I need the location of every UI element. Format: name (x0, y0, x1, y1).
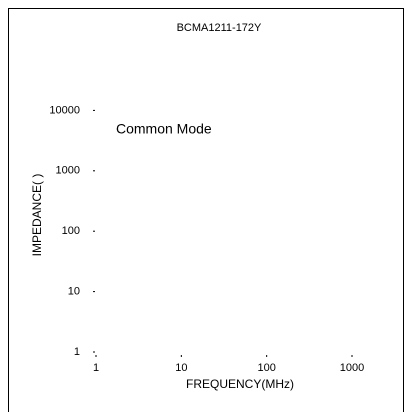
x-tick-label: 1000 (340, 362, 364, 374)
y-tick-label: 1000 (56, 165, 80, 177)
y-tick-label: 10000 (49, 104, 80, 116)
y-tick-label: 1 (74, 346, 80, 358)
x-axis-label: FREQUENCY(MHz) (186, 377, 294, 391)
x-tick-label: 10 (175, 362, 187, 374)
y-axis-label: IMPEDANCE( ) (30, 174, 44, 257)
y-tick-label: 10 (68, 286, 80, 298)
x-tick-label: 100 (257, 362, 275, 374)
frame (8, 8, 404, 412)
chart-title: BCMA1211-172Y (177, 22, 262, 34)
annotation: Common Mode (116, 121, 212, 137)
y-tick-label: 100 (62, 225, 80, 237)
x-tick-label: 1 (93, 362, 99, 374)
